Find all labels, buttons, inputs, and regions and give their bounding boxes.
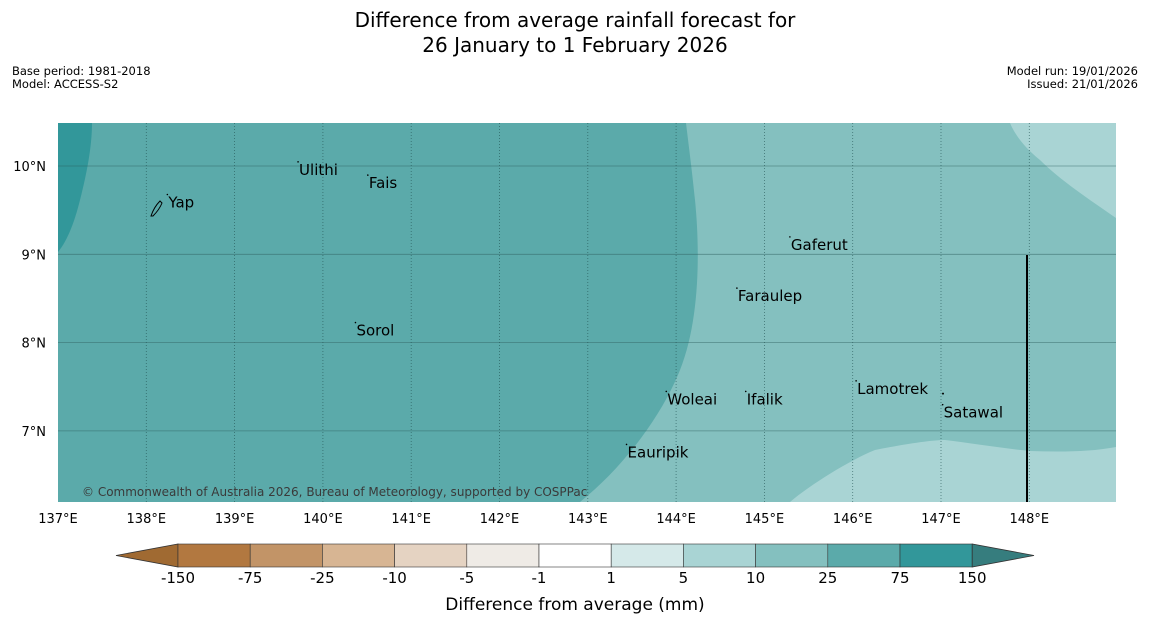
place-label: Satawal xyxy=(944,404,1003,422)
place-marker xyxy=(941,403,944,406)
colorbar-label: 75 xyxy=(890,569,909,587)
colorbar-title: Difference from average (mm) xyxy=(445,595,704,615)
lon-tick-label: 147°E xyxy=(921,512,961,527)
islet-marker xyxy=(942,392,944,395)
model-text: Model: ACCESS-S2 xyxy=(12,77,119,91)
place-labels: Yap Ulithi Fais Gaferut Faraulep Sorol Lamotre… xyxy=(166,161,1003,461)
base-info: Base period: 1981-2018 Model: ACCESS-S2 xyxy=(12,65,151,91)
colorbar-label: 150 xyxy=(958,569,987,587)
place-marker xyxy=(744,390,747,393)
title-line-2: 26 January to 1 February 2026 xyxy=(422,33,728,57)
place-label: Sorol xyxy=(356,322,394,340)
colorbar-bin xyxy=(466,543,540,568)
colorbar-label: -10 xyxy=(382,569,407,587)
place-marker xyxy=(665,390,668,393)
lat-tick-label: 10°N xyxy=(13,160,46,175)
colorbar-bin xyxy=(899,543,973,568)
place-marker xyxy=(789,236,791,238)
lat-tick-label: 9°N xyxy=(22,248,47,263)
contour-5-10-north xyxy=(1010,123,1116,218)
place-label: Ulithi xyxy=(299,161,338,179)
colorbar-label: -25 xyxy=(310,569,335,587)
contour-5-10-south xyxy=(790,440,1116,502)
colorbar-label: -1 xyxy=(532,569,547,587)
lon-tick-label: 142°E xyxy=(480,512,520,527)
place-marker xyxy=(297,161,299,163)
lon-tick-label: 140°E xyxy=(303,512,343,527)
colorbar-label: 10 xyxy=(746,569,765,587)
place-label: Ifalik xyxy=(747,390,783,408)
place-label: Yap xyxy=(167,194,194,212)
colorbar-label: -75 xyxy=(238,569,263,587)
issue-info: Model run: 19/01/2026 Issued: 21/01/2026 xyxy=(1007,65,1138,91)
place-marker xyxy=(625,443,628,446)
colorbar-bin xyxy=(683,543,756,568)
axis-ticks: 137°E 138°E 139°E 140°E 141°E 142°E 143°E 144°E… xyxy=(13,160,1049,527)
lat-tick-label: 8°N xyxy=(22,337,47,352)
colorbar-bin xyxy=(394,543,468,568)
lon-tick-label: 146°E xyxy=(833,512,873,527)
lon-tick-label: 137°E xyxy=(38,512,78,527)
colorbar: -150 -75 -25 -10 -5 -1 1 5 10 25 75 150 xyxy=(115,543,1035,587)
lon-tick-label: 143°E xyxy=(568,512,608,527)
yap-island-outline xyxy=(150,200,163,217)
colorbar-extend-high xyxy=(971,543,1035,568)
lon-tick-label: 148°E xyxy=(1010,512,1050,527)
colorbar-label: 1 xyxy=(606,569,616,587)
colorbar-extend-low xyxy=(115,543,179,568)
lon-tick-label: 144°E xyxy=(656,512,696,527)
lat-tick-label: 7°N xyxy=(22,425,47,440)
colorbar-bin xyxy=(249,543,323,568)
contour-75-150 xyxy=(58,123,92,252)
map-plot-area: Yap Ulithi Fais Gaferut Faraulep Sorol Lamotre… xyxy=(58,123,1116,502)
graticule xyxy=(58,123,1116,502)
colorbar-label: -150 xyxy=(161,569,195,587)
lon-tick-label: 139°E xyxy=(215,512,255,527)
place-marker xyxy=(736,287,738,289)
copyright-text: © Commonwealth of Australia 2026, Bureau… xyxy=(82,485,587,499)
place-marker xyxy=(367,174,369,176)
place-label: Fais xyxy=(369,174,398,192)
lon-tick-label: 145°E xyxy=(745,512,785,527)
colorbar-bin xyxy=(610,543,684,568)
place-label: Woleai xyxy=(667,390,717,408)
issued-text: Issued: 21/01/2026 xyxy=(1027,77,1138,91)
place-label: Lamotrek xyxy=(857,380,928,398)
place-marker xyxy=(354,321,357,324)
title-line-1: Difference from average rainfall forecas… xyxy=(354,8,796,32)
base-period-text: Base period: 1981-2018 xyxy=(12,64,151,78)
map-title: Difference from average rainfall forecas… xyxy=(0,8,1150,58)
colorbar-bin xyxy=(538,543,612,568)
place-label: Eauripik xyxy=(628,443,689,461)
place-marker xyxy=(855,380,857,382)
place-marker xyxy=(166,193,169,196)
place-label: Gaferut xyxy=(791,236,848,254)
colorbar-label: 5 xyxy=(679,569,689,587)
colorbar-label: 25 xyxy=(818,569,837,587)
place-label: Faraulep xyxy=(738,287,802,305)
colorbar-bin xyxy=(322,543,395,568)
contour-10-25 xyxy=(580,123,1116,502)
model-run-text: Model run: 19/01/2026 xyxy=(1006,64,1138,78)
colorbar-bin xyxy=(827,543,901,568)
lon-tick-label: 141°E xyxy=(391,512,431,527)
colorbar-bin xyxy=(755,543,829,568)
lon-tick-label: 138°E xyxy=(127,512,167,527)
colorbar-bin xyxy=(177,543,251,568)
colorbar-label: -5 xyxy=(459,569,474,587)
